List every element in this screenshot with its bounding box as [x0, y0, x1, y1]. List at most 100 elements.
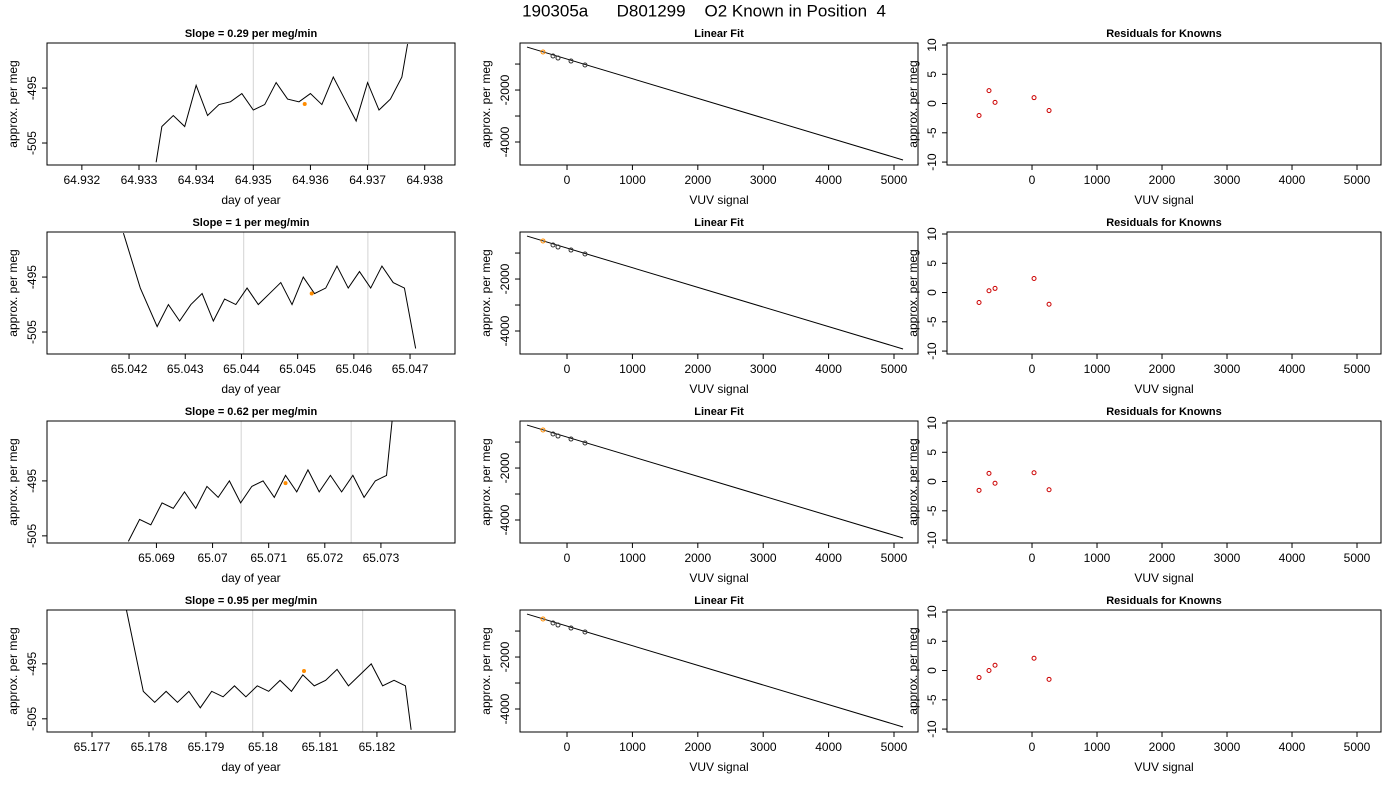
- fit-line: [526, 613, 904, 728]
- x-tick-label: 65.072: [306, 551, 343, 565]
- panel: Residuals for Knowns VUV signal approx. pe…: [906, 595, 1382, 774]
- point: [582, 62, 588, 68]
- x-tick-label: 1000: [619, 551, 646, 565]
- point: [555, 622, 561, 628]
- point: [976, 675, 982, 681]
- y-tick-label: -4000: [498, 693, 512, 724]
- plot-frame: [946, 42, 1382, 166]
- x-tick-label: 2000: [1149, 173, 1176, 187]
- x-tick-label: 0: [564, 173, 571, 187]
- point: [550, 431, 556, 437]
- plot-frame: [519, 231, 919, 355]
- x-tick-label: 0: [1029, 173, 1036, 187]
- highlight-point: [283, 481, 288, 486]
- y-tick-label: -5: [925, 694, 939, 705]
- plot-frame: [946, 420, 1382, 544]
- x-tick-label: 65.182: [359, 740, 396, 754]
- highlight-point: [309, 291, 314, 296]
- fit-line: [526, 235, 904, 350]
- x-axis-label: VUV signal: [689, 571, 748, 585]
- x-tick-label: 5000: [1344, 740, 1371, 754]
- y-tick-label: -10: [925, 531, 939, 549]
- x-axis-label: VUV signal: [1134, 760, 1193, 774]
- panel: Linear Fit VUV signal approx. per meg 0 1000…: [479, 28, 919, 207]
- y-tick-label: -10: [925, 153, 939, 171]
- plot-frame: [946, 609, 1382, 733]
- series-line: [125, 610, 412, 730]
- x-tick-label: 64.937: [349, 173, 386, 187]
- panel-title: Residuals for Knowns: [1106, 406, 1222, 418]
- plot-area: [526, 46, 904, 161]
- point: [555, 433, 561, 439]
- point: [568, 247, 574, 253]
- x-tick-label: 64.933: [121, 173, 158, 187]
- point: [555, 244, 561, 250]
- y-tick-label: -495: [25, 265, 39, 289]
- y-tick-label: -505: [25, 524, 39, 548]
- point: [1046, 108, 1052, 114]
- y-tick-label: 0: [925, 667, 939, 674]
- point: [550, 53, 556, 59]
- plot-frame: [46, 420, 456, 544]
- plot-frame: [46, 231, 456, 355]
- x-tick-label: 0: [1029, 551, 1036, 565]
- point: [1046, 487, 1052, 493]
- x-tick-label: 64.932: [64, 173, 101, 187]
- plot-area: [526, 613, 904, 728]
- x-tick-label: 0: [564, 740, 571, 754]
- x-axis-label: VUV signal: [689, 382, 748, 396]
- x-tick-label: 64.938: [406, 173, 443, 187]
- point: [976, 299, 982, 305]
- point: [568, 436, 574, 442]
- x-tick-label: 4000: [815, 173, 842, 187]
- point: [582, 440, 588, 446]
- panel: Slope = 0.62 per meg/min day of year appro…: [6, 406, 456, 585]
- y-tick-label: 5: [925, 260, 939, 267]
- x-tick-label: 65.046: [335, 362, 372, 376]
- plot-frame: [46, 42, 456, 166]
- y-axis-label: approx. per meg: [906, 438, 920, 525]
- y-tick-label: 5: [925, 638, 939, 645]
- x-axis-label: day of year: [221, 760, 280, 774]
- plot-area: [155, 43, 409, 165]
- point: [550, 242, 556, 248]
- x-tick-label: 65.178: [131, 740, 168, 754]
- y-tick-label: -5: [925, 127, 939, 138]
- point: [992, 662, 998, 668]
- x-tick-label: 0: [564, 551, 571, 565]
- y-axis-label: approx. per meg: [6, 60, 20, 147]
- y-tick-label: 10: [925, 416, 939, 430]
- x-tick-label: 5000: [881, 362, 908, 376]
- x-tick-label: 65.071: [250, 551, 287, 565]
- point: [976, 113, 982, 119]
- x-tick-label: 1000: [1084, 740, 1111, 754]
- x-tick-label: 5000: [881, 551, 908, 565]
- y-tick-label: 10: [925, 227, 939, 241]
- x-tick-label: 65.044: [223, 362, 260, 376]
- x-tick-label: 3000: [1214, 173, 1241, 187]
- point: [1031, 95, 1037, 101]
- x-tick-label: 4000: [815, 362, 842, 376]
- y-tick-label: 10: [925, 605, 939, 619]
- x-tick-label: 5000: [1344, 362, 1371, 376]
- x-tick-label: 2000: [684, 740, 711, 754]
- point: [986, 288, 992, 294]
- y-axis-label: approx. per meg: [479, 60, 493, 147]
- x-tick-label: 1000: [619, 362, 646, 376]
- x-tick-label: 5000: [881, 173, 908, 187]
- x-tick-label: 0: [1029, 362, 1036, 376]
- x-tick-label: 65.177: [74, 740, 111, 754]
- panel: Residuals for Knowns VUV signal approx. pe…: [906, 406, 1382, 585]
- x-tick-label: 1000: [619, 173, 646, 187]
- y-tick-label: -5: [925, 505, 939, 516]
- x-tick-label: 5000: [881, 740, 908, 754]
- point: [555, 55, 561, 61]
- panel-title: Residuals for Knowns: [1106, 595, 1222, 607]
- x-tick-label: 64.934: [178, 173, 215, 187]
- point: [1031, 275, 1037, 281]
- panel: Slope = 0.95 per meg/min day of year appro…: [6, 595, 456, 774]
- y-axis-label: approx. per meg: [906, 60, 920, 147]
- x-tick-label: 2000: [1149, 551, 1176, 565]
- point: [582, 629, 588, 635]
